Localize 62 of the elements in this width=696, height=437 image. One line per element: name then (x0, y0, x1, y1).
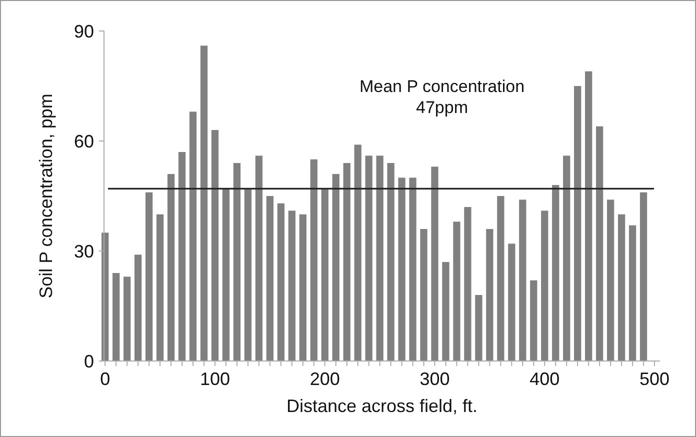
bar (497, 196, 504, 361)
bar (530, 280, 538, 361)
bar (409, 178, 416, 361)
bar (343, 163, 350, 361)
bar (178, 152, 186, 361)
bar (288, 210, 296, 361)
y-tick-label: 90 (74, 21, 94, 42)
bar (222, 188, 230, 361)
y-tick-label: 0 (84, 351, 94, 372)
bar (200, 46, 208, 361)
x-tick-label: 300 (420, 369, 450, 389)
bar (365, 156, 372, 361)
ref-line-label: Mean P concentration 47ppm (359, 77, 525, 117)
x-tick-label: 500 (639, 369, 670, 389)
x-axis-title: Distance across field, ft. (286, 396, 478, 416)
x-tick-label: 100 (200, 369, 230, 389)
bar (354, 144, 362, 361)
bar (574, 86, 582, 361)
bar (387, 163, 394, 361)
bar (376, 156, 384, 361)
bar (189, 112, 197, 361)
bar (244, 188, 252, 361)
bar (167, 174, 175, 361)
bar (628, 225, 636, 361)
bar (156, 214, 164, 361)
bar (606, 200, 614, 361)
bar (552, 185, 560, 361)
bar (321, 188, 328, 361)
bar (310, 159, 318, 361)
bar (134, 254, 142, 361)
y-tick-label: 60 (74, 131, 94, 152)
bar (508, 244, 516, 361)
bar (211, 130, 219, 361)
bar (541, 210, 548, 361)
bar (233, 163, 241, 361)
bar (475, 295, 482, 361)
x-tick-label: 0 (100, 369, 110, 389)
bar (618, 214, 626, 361)
bar (266, 196, 274, 361)
bar (277, 203, 284, 361)
bar (420, 229, 428, 361)
bar (124, 276, 131, 361)
bar (112, 273, 120, 361)
bar (255, 156, 263, 361)
y-tick-label: 30 (74, 241, 94, 262)
y-axis-title: Soil P concentration, ppm (36, 94, 56, 298)
bar (464, 207, 472, 361)
x-tick-label: 400 (530, 369, 560, 389)
bar (596, 126, 604, 361)
bar (486, 229, 494, 361)
bar (332, 174, 340, 361)
bar (442, 262, 450, 361)
bar (453, 222, 460, 361)
bar (585, 71, 592, 361)
bar (563, 156, 570, 361)
bar (640, 192, 648, 361)
bar (299, 214, 306, 361)
bar (431, 166, 438, 361)
bar (145, 192, 153, 361)
bar (398, 178, 406, 361)
x-tick-label: 200 (310, 369, 340, 389)
bar (519, 200, 526, 361)
